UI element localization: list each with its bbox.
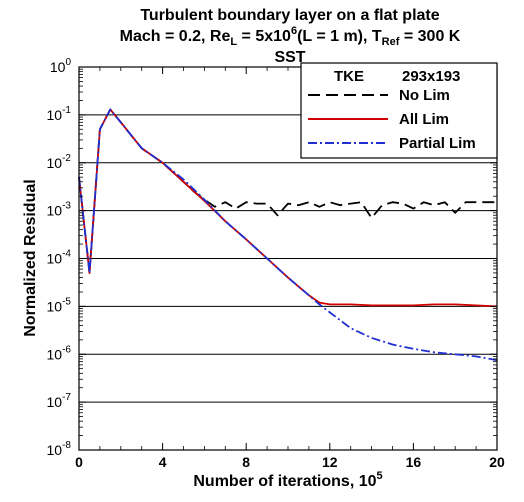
legend-label-all-lim: All Lim (399, 111, 449, 128)
x-tick-label: 0 (75, 454, 83, 470)
x-tick-label: 20 (489, 454, 505, 470)
legend-label-no-lim: No Lim (399, 87, 450, 104)
chart-title-line2: Mach = 0.2, ReL = 5x106(L = 1 m), TRef =… (120, 25, 461, 48)
grid-layer (79, 114, 497, 403)
x-axis-label: Number of iterations, 105 (193, 470, 382, 490)
chart-title-line3: SST (274, 49, 305, 66)
y-tick-label: 100 (50, 57, 72, 75)
legend-header-right: 293x193 (402, 68, 460, 85)
x-tick-label: 8 (242, 454, 250, 470)
y-axis-label: Normalized Residual (22, 179, 39, 336)
legend: TKE 293x193 No Lim All Lim Partial Lim (300, 62, 498, 159)
y-tick-label: 10-5 (47, 296, 72, 314)
series-layer (78, 108, 498, 362)
y-tick-label: 10-8 (47, 440, 72, 458)
legend-label-partial-lim: Partial Lim (399, 135, 476, 152)
y-tick-label: 10-7 (47, 392, 72, 410)
series-line-partial-lim (78, 108, 498, 362)
y-tick-label: 10-1 (47, 105, 72, 123)
y-tick-label: 10-6 (47, 344, 72, 362)
x-tick-label: 12 (322, 454, 338, 470)
legend-header-left: TKE (334, 68, 364, 85)
y-tick-label: 10-4 (47, 249, 72, 267)
chart-title-line1: Turbulent boundary layer on a flat plate (140, 7, 439, 24)
y-tick-label: 10-2 (47, 153, 72, 171)
y-tick-label: 10-3 (47, 201, 72, 219)
tick-layer: 10-8 10-7 10-6 10-5 10-4 10-3 10-2 10-1 100 0 4 8 12… (47, 57, 505, 470)
x-tick-label: 16 (406, 454, 422, 470)
x-tick-label: 4 (159, 454, 167, 470)
